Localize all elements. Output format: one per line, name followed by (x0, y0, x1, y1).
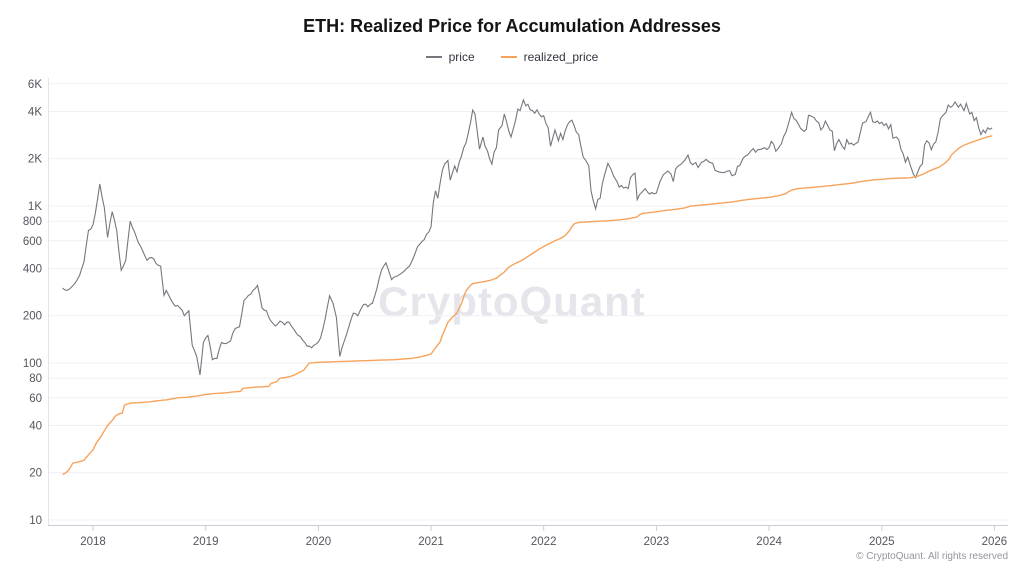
svg-text:2018: 2018 (80, 536, 106, 548)
price-line (62, 98, 993, 375)
svg-text:80: 80 (29, 373, 42, 385)
svg-text:40: 40 (29, 421, 42, 433)
svg-text:1K: 1K (28, 201, 42, 213)
svg-text:2021: 2021 (418, 536, 444, 548)
svg-text:2026: 2026 (982, 536, 1008, 548)
svg-text:2019: 2019 (193, 536, 219, 548)
svg-text:10: 10 (29, 515, 42, 527)
page-title: ETH: Realized Price for Accumulation Add… (303, 16, 721, 36)
legend-item-price[interactable]: price (425, 50, 475, 64)
svg-text:600: 600 (23, 236, 42, 248)
legend-label-price: price (448, 50, 475, 64)
legend-label-realized-price: realized_price (523, 50, 599, 64)
svg-text:2025: 2025 (869, 536, 895, 548)
realized-price-line (62, 135, 993, 476)
svg-text:2024: 2024 (756, 536, 782, 548)
axes (48, 78, 1008, 531)
svg-text:20: 20 (29, 468, 42, 480)
svg-text:60: 60 (29, 393, 42, 405)
legend: price realized_price (0, 50, 1024, 64)
svg-text:2023: 2023 (644, 536, 670, 548)
svg-text:200: 200 (23, 311, 42, 323)
x-axis-labels: 2018 2019 2020 2021 2022 2023 2024 2025 2026 (80, 536, 1007, 548)
svg-text:400: 400 (23, 264, 42, 276)
watermark: CryptoQuant (378, 278, 646, 325)
svg-text:2K: 2K (28, 154, 42, 166)
svg-text:2022: 2022 (531, 536, 557, 548)
svg-text:100: 100 (23, 358, 42, 370)
svg-text:800: 800 (23, 216, 42, 228)
series-lines (62, 98, 993, 476)
y-axis-labels: 6K 4K 2K 1K 800 600 400 200 100 80 60 40 20 10 (23, 79, 43, 527)
legend-item-realized-price[interactable]: realized_price (500, 50, 599, 64)
price-line-swatch (425, 56, 442, 58)
realized-price-line-swatch (500, 56, 517, 58)
footer-copyright: © CryptoQuant. All rights reserved (856, 551, 1008, 562)
svg-text:2020: 2020 (306, 536, 332, 548)
svg-text:4K: 4K (28, 107, 42, 119)
svg-text:6K: 6K (28, 79, 42, 91)
gridlines (48, 83, 1008, 521)
